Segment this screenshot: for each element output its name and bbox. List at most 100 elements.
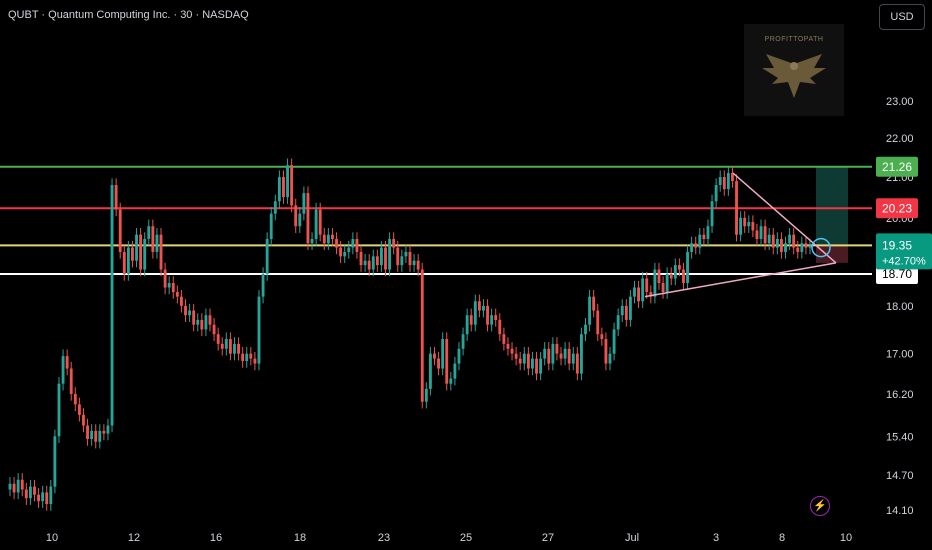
candle-body bbox=[653, 269, 657, 297]
candle-body bbox=[106, 425, 110, 434]
candle-body bbox=[326, 234, 330, 244]
candle-body bbox=[159, 234, 163, 270]
candle-body bbox=[82, 414, 85, 426]
candle-body bbox=[302, 193, 306, 214]
candle-body bbox=[571, 353, 575, 364]
candle-body bbox=[592, 296, 596, 311]
candle-body bbox=[526, 353, 530, 369]
candle-body bbox=[641, 278, 645, 302]
candle-body bbox=[731, 173, 734, 182]
candle-body bbox=[110, 185, 114, 426]
candle-body bbox=[588, 296, 592, 325]
candle-body bbox=[212, 324, 216, 335]
candle-body bbox=[682, 269, 685, 283]
lightning-indicator-icon[interactable]: ⚡ bbox=[810, 496, 830, 516]
candle-body bbox=[633, 287, 636, 297]
x-tick-label: 27 bbox=[542, 532, 554, 544]
candle-body bbox=[53, 436, 57, 487]
candle-body bbox=[339, 247, 343, 257]
candle-body bbox=[612, 329, 616, 354]
y-tick-label: 16.20 bbox=[886, 389, 914, 401]
candle-body bbox=[441, 339, 445, 369]
candle-body bbox=[751, 222, 755, 231]
candle-body bbox=[575, 353, 579, 374]
candle-body bbox=[702, 234, 706, 239]
candle-body bbox=[208, 315, 212, 325]
candle-body bbox=[384, 247, 387, 270]
y-tick-label: 17.00 bbox=[886, 349, 914, 361]
candle-body bbox=[539, 358, 543, 374]
candle-body bbox=[567, 348, 571, 364]
candle-body bbox=[461, 334, 465, 349]
last-price-label: 19.35 bbox=[882, 238, 912, 252]
x-tick-label: 10 bbox=[46, 532, 58, 544]
candle-body bbox=[718, 177, 722, 186]
candle-body bbox=[180, 296, 183, 306]
candle-body bbox=[469, 315, 473, 325]
candle-body bbox=[604, 339, 608, 364]
candle-body bbox=[49, 486, 53, 505]
candle-body bbox=[706, 226, 710, 239]
candle-body bbox=[318, 209, 322, 235]
candle-body bbox=[37, 494, 40, 502]
position-stop-zone bbox=[816, 245, 848, 263]
candle-body bbox=[690, 243, 694, 252]
y-tick-label: 23.00 bbox=[886, 96, 914, 108]
candle-body bbox=[367, 260, 371, 270]
candle-body bbox=[482, 305, 485, 311]
candle-body bbox=[710, 201, 714, 227]
candle-body bbox=[433, 353, 436, 359]
candle-body bbox=[628, 296, 632, 320]
candle-body bbox=[245, 353, 249, 362]
candle-body bbox=[359, 251, 363, 266]
y-tick-label: 14.70 bbox=[886, 470, 914, 482]
candle-body bbox=[286, 165, 289, 198]
candle-body bbox=[310, 238, 314, 244]
candle-body bbox=[771, 234, 775, 248]
candle-body bbox=[155, 234, 159, 252]
candle-body bbox=[400, 256, 404, 266]
candle-body bbox=[490, 315, 494, 325]
candle-body bbox=[69, 368, 73, 394]
currency-button[interactable]: USD bbox=[879, 4, 925, 30]
candle-body bbox=[404, 251, 408, 257]
candle-body bbox=[563, 348, 567, 359]
candle-body bbox=[494, 315, 498, 320]
candle-body bbox=[163, 269, 167, 288]
candle-body bbox=[102, 430, 106, 434]
candle-body bbox=[261, 273, 265, 297]
candle-body bbox=[392, 238, 396, 248]
level-label-21-26: 21.26 bbox=[882, 160, 912, 174]
level-label-20-23: 20.23 bbox=[882, 201, 912, 215]
candle-body bbox=[204, 315, 208, 330]
candle-body bbox=[114, 185, 118, 210]
candle-body bbox=[759, 226, 763, 239]
candle-body bbox=[743, 217, 747, 227]
candle-body bbox=[518, 358, 522, 364]
candle-body bbox=[596, 310, 600, 335]
last-price-change: +42.70% bbox=[882, 255, 926, 267]
candle-body bbox=[98, 430, 102, 442]
candle-body bbox=[416, 260, 420, 270]
candle-body bbox=[547, 348, 551, 364]
last-price-bg bbox=[876, 233, 932, 270]
candle-body bbox=[473, 301, 477, 325]
candle-body bbox=[437, 358, 440, 369]
candle-body bbox=[388, 238, 392, 270]
candle-body bbox=[282, 177, 285, 198]
candle-body bbox=[343, 251, 347, 257]
candle-body bbox=[184, 305, 187, 316]
trendline-upper bbox=[732, 172, 837, 264]
level-label-21-26-bg bbox=[876, 156, 918, 177]
candle-body bbox=[200, 319, 204, 330]
candle-body bbox=[686, 251, 689, 283]
candle-body bbox=[420, 269, 424, 402]
candle-body bbox=[347, 247, 351, 252]
level-label-20-23-bg bbox=[876, 198, 918, 219]
candle-body bbox=[294, 205, 298, 227]
candle-body bbox=[661, 282, 665, 293]
watermark-logo: PROFITTOPATH bbox=[744, 24, 844, 116]
candle-body bbox=[135, 234, 138, 261]
y-tick-label: 22.00 bbox=[886, 133, 914, 145]
